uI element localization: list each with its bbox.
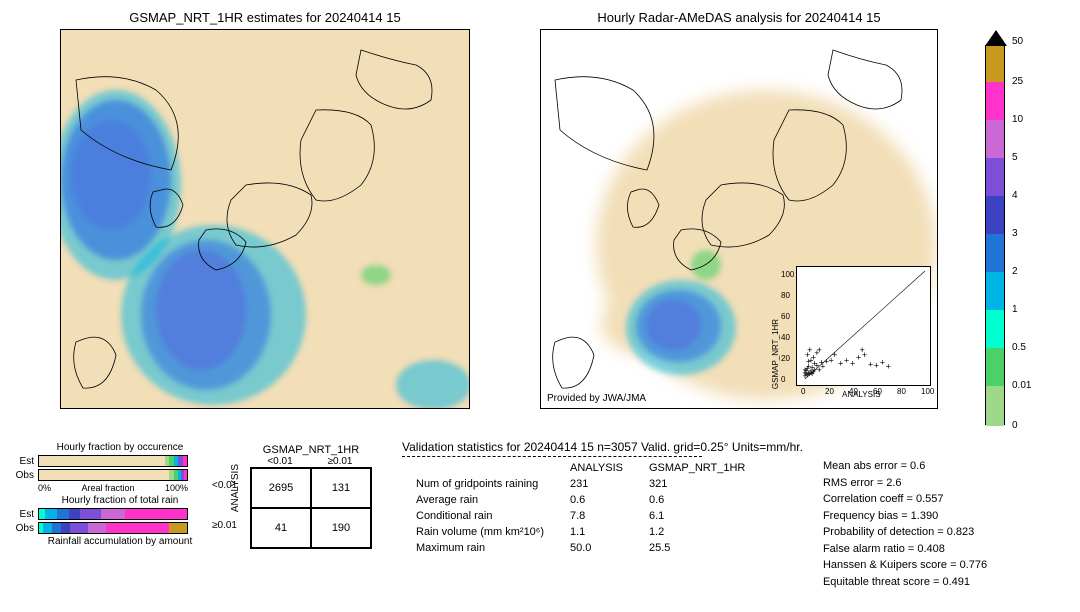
- bar-occ-obs: [38, 469, 188, 481]
- cb-tick: 25: [1012, 76, 1023, 87]
- bar-title-occ: Hourly fraction by occurence: [10, 442, 230, 453]
- ct-10: 41: [251, 508, 311, 548]
- cb-tick: 1: [1012, 304, 1018, 315]
- stat-line: False alarm ratio = 0.408: [823, 541, 987, 558]
- left-map: 45°N 40°N 35°N 30°N 25°N 120°E 125°E 130…: [60, 29, 470, 409]
- cb-tick: 10: [1012, 114, 1023, 125]
- cb-tick: 0: [1012, 420, 1018, 431]
- cb-label-top: 50: [1012, 36, 1023, 47]
- validation-section: Validation statistics for 20240414 15 n=…: [402, 440, 803, 590]
- cb-tick: 0.5: [1012, 342, 1026, 353]
- colorbar: 50 2510543210.50.010: [985, 45, 1005, 425]
- stat-line: Mean abs error = 0.6: [823, 458, 987, 475]
- left-map-panel: GSMAP_NRT_1HR estimates for 20240414 15: [60, 10, 470, 409]
- stat-line: Hanssen & Kuipers score = 0.776: [823, 557, 987, 574]
- svg-text:+: +: [859, 345, 864, 355]
- colorbar-top-arrow: [985, 30, 1007, 46]
- bar-title-rain: Hourly fraction of total rain: [10, 495, 230, 506]
- bar-occ-est: [38, 455, 188, 467]
- stats-section: Mean abs error = 0.6RMS error = 2.6Corre…: [823, 458, 987, 590]
- svg-text:+: +: [868, 360, 873, 370]
- svg-text:+: +: [838, 359, 843, 369]
- scatter-inset: ++++++++++++++++++++++++++++++++++++++++…: [796, 266, 931, 386]
- scatter-ylabel: GSMAP_NRT_1HR: [771, 319, 780, 389]
- bar-obs-label: Obs: [10, 470, 38, 481]
- svg-text:+: +: [817, 345, 822, 355]
- bar-section: Hourly fraction by occurence Est Obs 0%A…: [10, 440, 230, 590]
- contingency-table: GSMAP_NRT_1HR <0.01 ≥0.01 2695 131 41 19…: [250, 444, 372, 590]
- svg-text:+: +: [880, 357, 885, 367]
- cb-tick: 4: [1012, 190, 1018, 201]
- bar-est-label: Est: [10, 456, 38, 467]
- right-map-panel: Hourly Radar-AMeDAS analysis for 2024041…: [540, 10, 938, 409]
- cb-tick: 0.01: [1012, 380, 1031, 391]
- ct-11: 190: [311, 508, 371, 548]
- stat-line: Correlation coeff = 0.557: [823, 491, 987, 508]
- svg-text:+: +: [850, 359, 855, 369]
- svg-text:+: +: [844, 355, 849, 365]
- right-map: 45°N 40°N 35°N 30°N 25°N 120°E 125°E 130…: [540, 29, 938, 409]
- stat-line: Frequency bias = 1.390: [823, 508, 987, 525]
- svg-text:+: +: [807, 345, 812, 355]
- svg-text:+: +: [832, 350, 837, 360]
- bar-rain-obs: [38, 522, 188, 534]
- cb-tick: 5: [1012, 152, 1018, 163]
- stat-line: RMS error = 2.6: [823, 475, 987, 492]
- right-map-title: Hourly Radar-AMeDAS analysis for 2024041…: [540, 10, 938, 25]
- ct-00: 2695: [251, 468, 311, 508]
- svg-text:+: +: [874, 361, 879, 371]
- left-map-title: GSMAP_NRT_1HR estimates for 20240414 15: [60, 10, 470, 25]
- cb-tick: 3: [1012, 228, 1018, 239]
- bar-rain-est: [38, 508, 188, 520]
- ct-01: 131: [311, 468, 371, 508]
- stat-line: Equitable threat score = 0.491: [823, 574, 987, 591]
- cb-tick: 2: [1012, 266, 1018, 277]
- provided-by: Provided by JWA/JMA: [547, 393, 646, 404]
- scatter-svg: ++++++++++++++++++++++++++++++++++++++++…: [797, 267, 932, 387]
- svg-text:+: +: [886, 362, 891, 372]
- svg-text:+: +: [810, 369, 815, 379]
- stat-line: Probability of detection = 0.823: [823, 524, 987, 541]
- validation-table: ANALYSISGSMAP_NRT_1HR Num of gridpoints …: [402, 459, 759, 557]
